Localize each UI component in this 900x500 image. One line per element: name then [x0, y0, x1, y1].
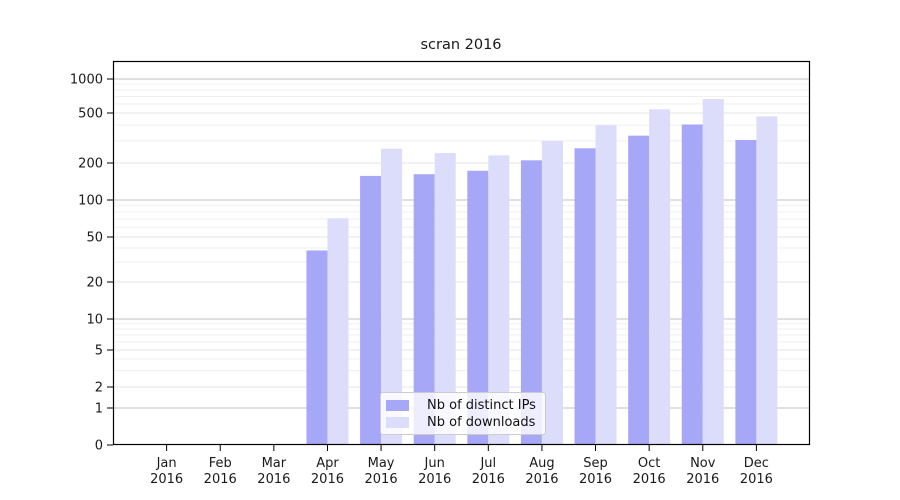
bar: [595, 125, 617, 446]
x-tick-label-month: Nov: [690, 456, 716, 471]
bar: [628, 135, 650, 446]
bar: [306, 250, 328, 445]
x-tick-label-month: Jan: [156, 456, 177, 471]
x-tick-label-month: Oct: [638, 456, 660, 471]
x-tick-label-year: 2016: [686, 472, 719, 487]
y-tick-label: 50: [86, 231, 103, 246]
legend-item-distinct-ips: Nb of distinct IPs: [386, 397, 539, 414]
bar: [574, 148, 596, 445]
y-tick-label: 1: [95, 402, 103, 417]
x-tick-label-month: Sep: [583, 456, 608, 471]
y-tick-label: 5: [95, 344, 103, 359]
chart-title: scran 2016: [420, 37, 501, 53]
bar: [756, 116, 778, 445]
bar: [681, 124, 703, 445]
x-tick-label-month: Apr: [316, 456, 339, 471]
legend-label-downloads: Nb of downloads: [427, 415, 536, 430]
x-tick-label-month: Feb: [209, 456, 232, 471]
y-tick-label: 0: [95, 439, 103, 454]
x-tick-label-month: Dec: [744, 456, 769, 471]
axes: [107, 60, 811, 451]
x-tick-label-year: 2016: [150, 472, 183, 487]
x-tick-label-year: 2016: [525, 472, 558, 487]
x-tick-label-year: 2016: [418, 472, 451, 487]
x-tick-label-year: 2016: [365, 472, 398, 487]
y-tick-label: 200: [78, 157, 103, 172]
y-tick-label: 20: [86, 276, 103, 291]
bar: [735, 139, 757, 445]
legend-item-downloads: Nb of downloads: [386, 414, 539, 431]
x-tick-label-month: Aug: [529, 456, 554, 471]
x-tick-label-month: May: [368, 456, 395, 471]
x-tick-label-year: 2016: [633, 472, 666, 487]
x-tick-label-month: Jul: [479, 456, 496, 471]
bar: [381, 148, 403, 445]
y-tick-label: 500: [78, 107, 103, 122]
series-distinct-ips: [306, 124, 757, 446]
bar: [488, 155, 510, 446]
bar: [702, 99, 724, 445]
legend-label-distinct-ips: Nb of distinct IPs: [427, 398, 536, 413]
bar: [520, 160, 542, 445]
x-tick-label-year: 2016: [740, 472, 773, 487]
x-tick-label-year: 2016: [311, 472, 344, 487]
x-tick-label-year: 2016: [472, 472, 505, 487]
x-tick-label-month: Jun: [424, 456, 445, 471]
legend-swatch-distinct-ips: [386, 400, 409, 411]
plot-frame: [112, 60, 811, 446]
bar: [541, 140, 563, 446]
bar: [360, 175, 382, 446]
y-tick-label: 2: [95, 381, 103, 396]
bar: [649, 109, 671, 445]
x-tick-label-month: Mar: [262, 456, 287, 471]
bar: [434, 153, 456, 446]
axis-labels: 01251020501002005001000Jan2016Feb2016Mar…: [70, 73, 773, 488]
x-tick-label-year: 2016: [204, 472, 237, 487]
y-tick-label: 100: [78, 194, 103, 209]
series-downloads: [327, 99, 778, 446]
bar: [413, 174, 435, 445]
bar: [467, 170, 489, 445]
bar: [327, 218, 349, 445]
legend-swatch-downloads: [386, 417, 409, 428]
x-tick-label-year: 2016: [579, 472, 612, 487]
y-tick-label: 1000: [70, 73, 103, 88]
y-tick-label: 10: [86, 313, 103, 328]
bars: [306, 99, 778, 446]
x-tick-label-year: 2016: [257, 472, 290, 487]
chart-legend: Nb of distinct IPs Nb of downloads: [380, 392, 546, 435]
